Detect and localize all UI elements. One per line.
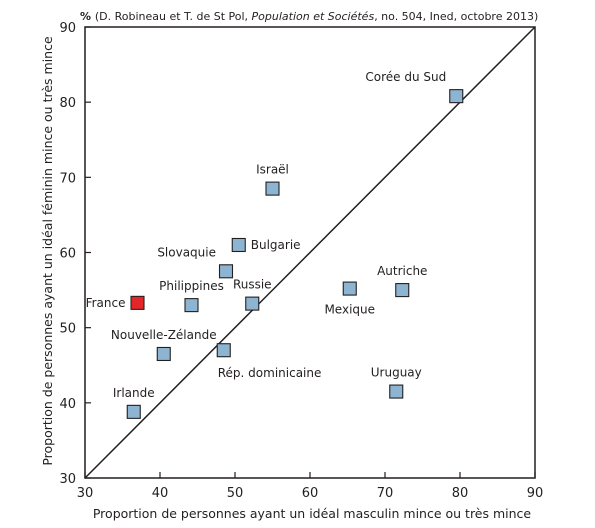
- data-point-marker: [126, 404, 141, 419]
- data-point-marker: [231, 237, 246, 253]
- data-point-label: Bulgarie: [251, 238, 301, 252]
- data-point-label: Slovaquie: [157, 245, 216, 259]
- data-point-label: Irlande: [113, 386, 155, 400]
- data-point-label: Rép. dominicaine: [218, 366, 322, 380]
- data-point-marker: [184, 298, 199, 313]
- source-note-part-a: (D. Robineau et T. de St Pol,: [95, 10, 252, 23]
- data-point-label: Uruguay: [371, 366, 422, 380]
- data-point-marker: [245, 296, 260, 311]
- y-tick-label: 80: [59, 96, 76, 111]
- data-point-label: Philippines: [159, 279, 224, 293]
- data-point-marker: [265, 181, 280, 196]
- y-axis-label: Proportion de personnes ayant un idéal f…: [40, 36, 55, 466]
- source-note: % (D. Robineau et T. de St Pol, Populati…: [80, 10, 538, 23]
- data-point-marker: [389, 384, 404, 399]
- x-tick-label: 90: [527, 486, 544, 501]
- diagonal-reference-line: [84, 26, 536, 479]
- x-tick-label: 80: [452, 486, 469, 501]
- data-point-label: Autriche: [377, 264, 427, 278]
- source-note-part-b: , no. 504, Ined, octobre 2013): [374, 10, 538, 23]
- data-point-marker: [216, 343, 231, 358]
- y-tick-label: 60: [59, 247, 76, 262]
- data-point-marker: [395, 283, 410, 298]
- plot-area: 30 40 50 60 70 80 90 30 40 50 60 70 80 90 Corée du Sud…: [59, 21, 543, 501]
- data-point-label: Russie: [233, 278, 272, 292]
- source-note-italic: Population et Sociétés: [252, 10, 375, 23]
- data-point-label: Nouvelle-Zélande: [111, 328, 217, 342]
- data-point-label: Corée du Sud: [365, 70, 446, 84]
- y-tick-label: 70: [59, 171, 76, 186]
- x-tick-label: 50: [227, 486, 244, 501]
- x-tick-label: 30: [77, 486, 94, 501]
- y-tick-label: 40: [59, 397, 76, 412]
- data-point-marker: [156, 346, 171, 362]
- y-tick-label: 90: [59, 21, 76, 36]
- y-tick-label: 50: [59, 322, 76, 337]
- data-point-label: Israël: [256, 163, 289, 177]
- data-point-label: Mexique: [324, 303, 375, 317]
- data-point-marker: [342, 281, 357, 296]
- y-tick-label: 30: [59, 472, 76, 487]
- source-note-prefix: %: [80, 10, 95, 23]
- data-point-label: France: [86, 296, 126, 310]
- x-tick-label: 70: [377, 486, 394, 501]
- x-tick-label: 60: [302, 486, 319, 501]
- data-point-marker: [218, 264, 234, 279]
- x-axis-label: Proportion de personnes ayant un idéal m…: [93, 506, 532, 521]
- data-point-marker: [449, 89, 464, 104]
- x-tick-label: 40: [152, 486, 169, 501]
- data-point-marker: [130, 295, 145, 310]
